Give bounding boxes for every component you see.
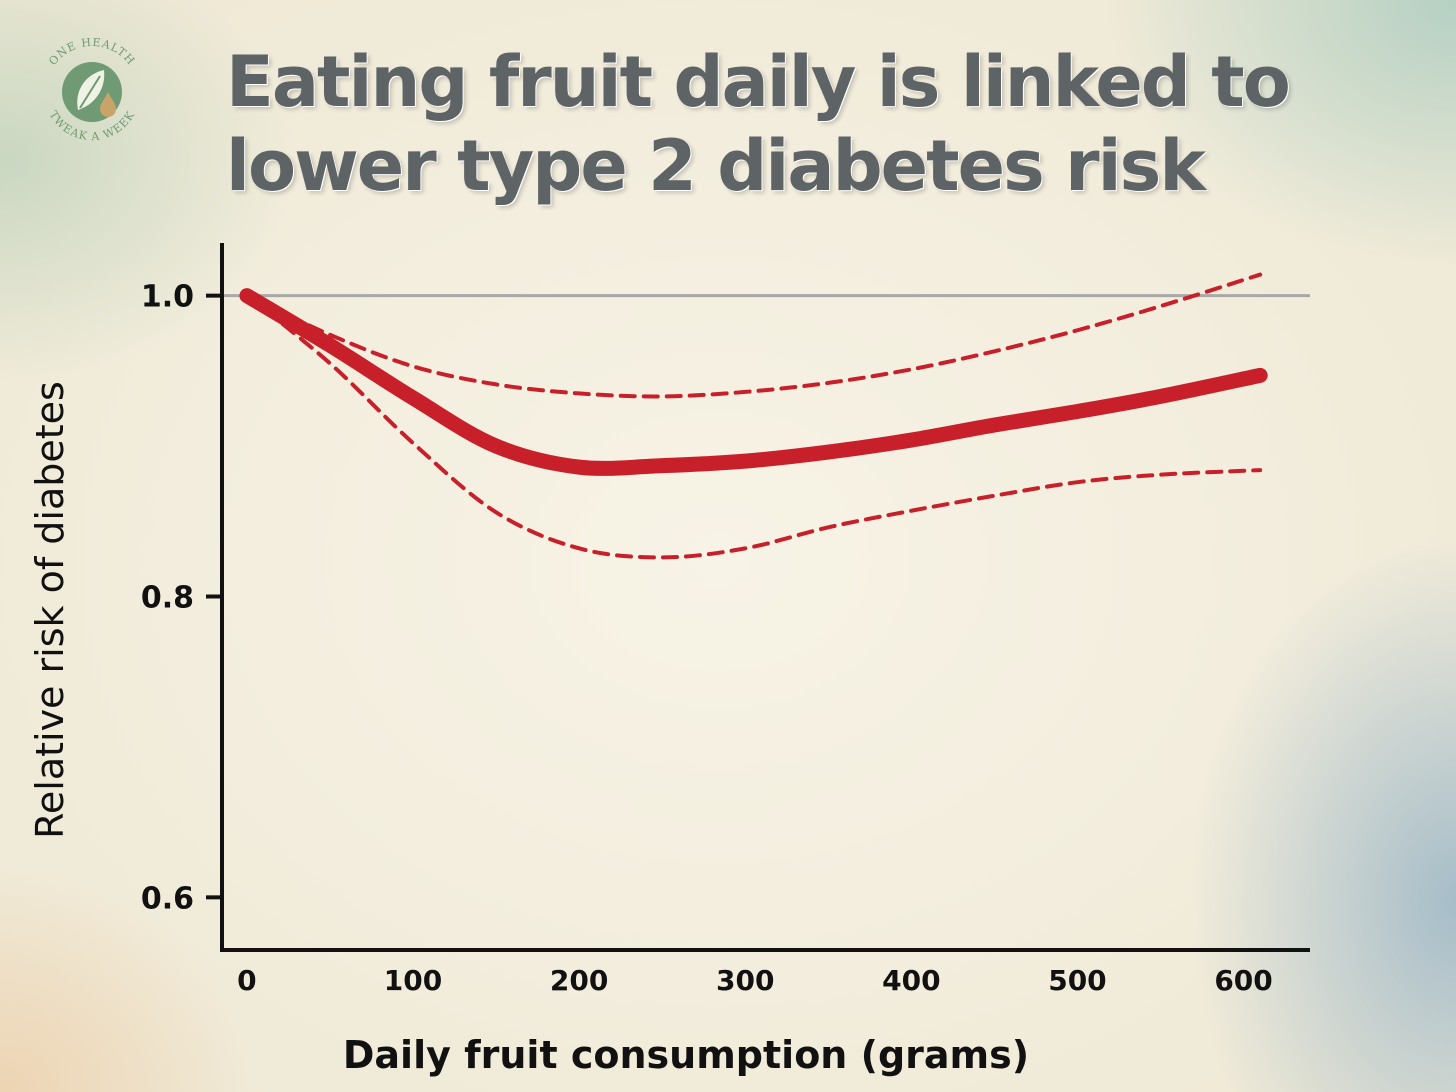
y-axis-title: Relative risk of diabetes <box>28 381 72 839</box>
chart-title: Eating fruit daily is linked to lower ty… <box>226 40 1406 208</box>
x-tick-label: 500 <box>1048 964 1106 997</box>
one-health-logo: ONE HEALTH TWEAK A WEEK <box>46 36 136 144</box>
x-tick-label: 0 <box>237 964 256 997</box>
x-tick-label: 300 <box>716 964 774 997</box>
x-tick-label: 200 <box>550 964 608 997</box>
x-tick-label: 400 <box>882 964 940 997</box>
x-tick-label: 600 <box>1214 964 1272 997</box>
y-tick-label: 0.6 <box>141 881 194 916</box>
series-line-estimate <box>239 288 1268 476</box>
series-line-upper-ci <box>244 272 1263 399</box>
series-line-lower-ci <box>244 293 1263 560</box>
chart-title-line1: Eating fruit daily is linked to <box>226 41 1291 123</box>
leaf-drop-icon <box>77 70 116 117</box>
x-tick-label: 100 <box>384 964 442 997</box>
x-axis-title: Daily fruit consumption (grams) <box>343 1033 1029 1077</box>
chart-title-line2: lower type 2 diabetes risk <box>226 125 1206 207</box>
y-tick-label: 1.0 <box>141 280 194 315</box>
y-tick-label: 0.8 <box>141 581 194 616</box>
